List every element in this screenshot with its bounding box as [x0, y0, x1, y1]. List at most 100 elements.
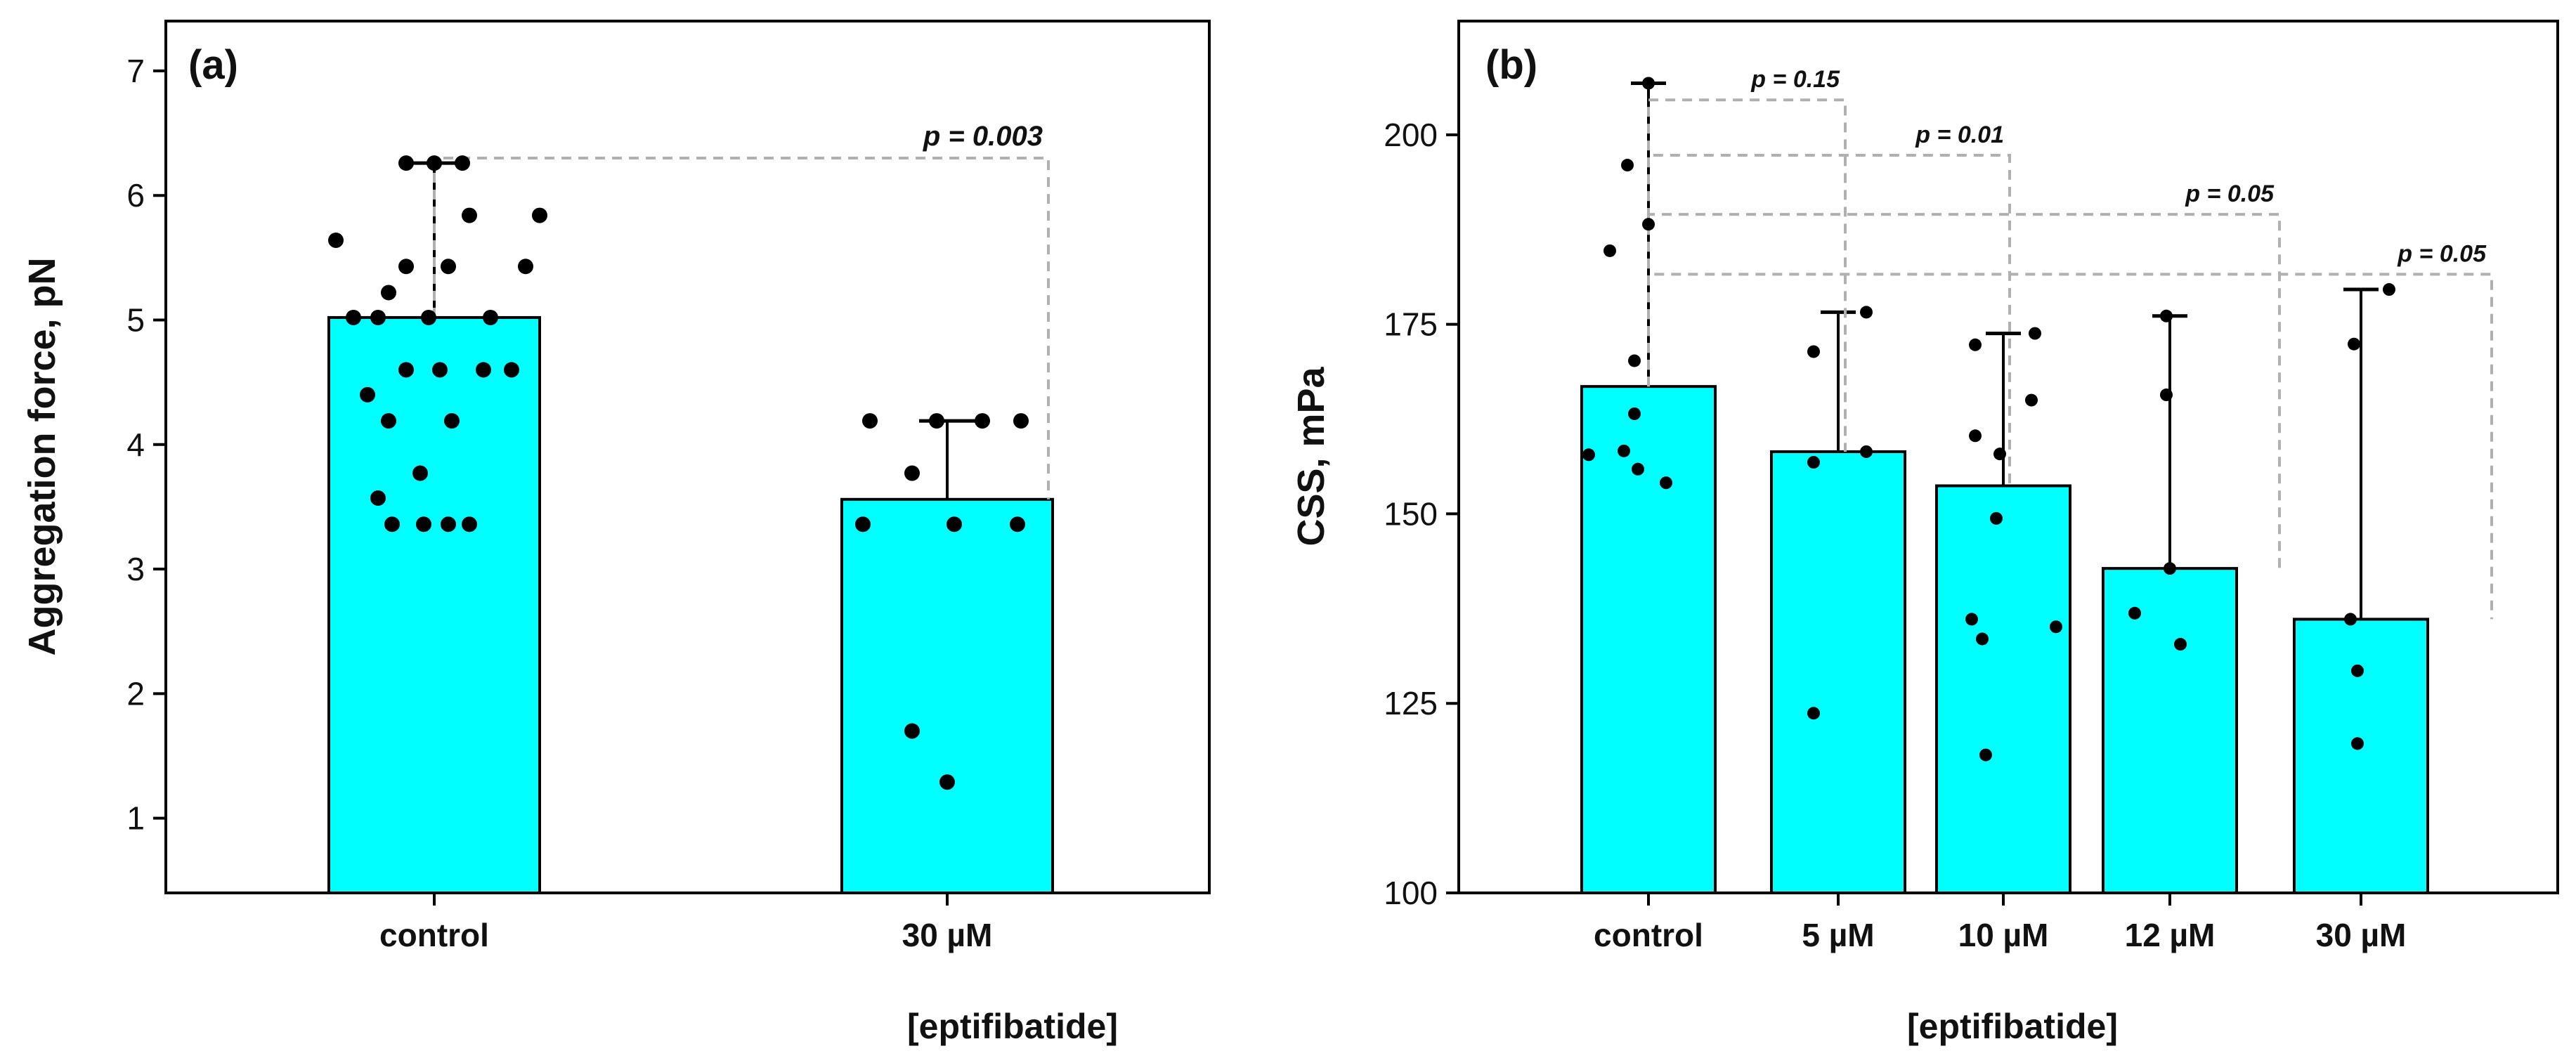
data-point — [975, 413, 990, 429]
y-tick-label: 125 — [1384, 685, 1438, 721]
data-point — [360, 386, 375, 403]
data-point — [1621, 159, 1634, 172]
panel-label: (b) — [1485, 42, 1537, 88]
data-point — [1969, 429, 1982, 443]
data-point — [1965, 613, 1978, 626]
bar — [840, 497, 1054, 894]
data-point — [947, 516, 962, 533]
data-point — [1628, 354, 1641, 367]
data-point — [1660, 476, 1672, 490]
data-point — [2029, 327, 2041, 340]
y-tick-label: 100 — [1384, 875, 1438, 911]
data-point — [328, 233, 344, 249]
data-point — [455, 155, 470, 171]
y-axis-label: Aggregation force, pN — [21, 257, 63, 655]
y-tick-label: 5 — [126, 301, 145, 338]
significance-bracket — [1647, 273, 2493, 620]
data-point — [381, 413, 396, 429]
data-point — [2025, 393, 2038, 407]
data-point — [855, 516, 871, 533]
data-point — [1969, 338, 1982, 351]
significance-bracket — [1647, 154, 2011, 486]
data-point — [370, 490, 386, 507]
x-tick-label: 10 µM — [1958, 917, 2049, 953]
bar — [327, 315, 541, 894]
data-point — [862, 413, 878, 429]
data-point — [2050, 620, 2062, 634]
data-point — [2383, 283, 2395, 296]
data-point — [1990, 511, 2003, 525]
data-point — [1807, 345, 1820, 358]
data-point — [416, 516, 431, 533]
bar — [1770, 450, 1906, 894]
x-tick-label: 5 µM — [1802, 917, 1874, 953]
y-axis-label: CSS, mPa — [1290, 366, 1332, 546]
y-tick-label: 6 — [126, 177, 145, 214]
x-tick-label: 12 µM — [2125, 917, 2216, 953]
y-tick-label: 200 — [1384, 117, 1438, 153]
panel-a: (a) Aggregation force, pN [eptifibatide]… — [21, 20, 1211, 1046]
data-point — [412, 465, 428, 481]
data-point — [483, 309, 498, 325]
p-value-label: p = 0.15 — [1750, 66, 1840, 93]
p-value-label: p = 0.05 — [2185, 181, 2275, 207]
data-point — [370, 309, 386, 325]
data-point — [2160, 388, 2173, 402]
y-tick-label: 7 — [126, 53, 145, 89]
data-point — [1993, 448, 2006, 461]
x-tick-label: control — [1594, 917, 1703, 953]
data-point — [1628, 407, 1641, 420]
data-point — [1979, 748, 1992, 762]
data-point — [1010, 516, 1025, 533]
y-tick-label: 4 — [126, 426, 145, 463]
data-point — [476, 362, 491, 378]
bar — [1935, 484, 2071, 894]
data-point — [518, 259, 533, 275]
data-point — [427, 155, 442, 171]
data-point — [441, 259, 456, 275]
panel-b: (b) CSS, mPa [eptifibatide] 100 125 150 175… — [1290, 20, 2559, 1046]
data-point — [1976, 632, 1989, 646]
data-point — [2351, 664, 2364, 677]
y-tick-label: 1 — [126, 800, 145, 837]
data-point — [939, 774, 955, 790]
x-tick-label: 30 µM — [2316, 917, 2407, 953]
data-point — [2128, 606, 2141, 620]
data-point — [1013, 413, 1029, 429]
data-point — [432, 362, 448, 378]
data-point — [2351, 737, 2364, 750]
x-tick-label: control — [379, 917, 489, 953]
data-point — [462, 516, 477, 533]
data-point — [2174, 638, 2187, 651]
bar — [1580, 385, 1717, 894]
x-axis-label: [eptifibatide] — [1907, 1007, 2118, 1046]
panel-label: (a) — [188, 42, 238, 88]
data-point — [346, 309, 361, 325]
data-point — [1604, 244, 1616, 257]
data-point — [1807, 707, 1820, 720]
data-point — [421, 309, 436, 325]
x-tick-label: 30 µM — [902, 917, 993, 953]
data-point — [398, 362, 414, 378]
data-point — [462, 207, 477, 223]
bar — [2293, 618, 2429, 894]
y-tick-label: 175 — [1384, 306, 1438, 343]
data-point — [1582, 448, 1595, 462]
data-point — [2160, 309, 2173, 322]
y-tick-label: 3 — [126, 551, 145, 587]
data-point — [381, 285, 396, 301]
data-point — [2164, 562, 2176, 575]
data-point — [904, 723, 920, 739]
data-point — [1642, 218, 1655, 231]
data-point — [398, 259, 414, 275]
plot-frame — [164, 20, 1211, 894]
p-value-label: p = 0.01 — [1915, 122, 2004, 148]
p-value-label: p = 0.003 — [923, 121, 1043, 152]
bar — [2102, 567, 2238, 895]
data-point — [504, 362, 519, 378]
data-point — [2348, 337, 2360, 351]
data-point — [1860, 306, 1873, 319]
x-axis-label: [eptifibatide] — [907, 1007, 1118, 1046]
data-point — [2344, 613, 2357, 626]
